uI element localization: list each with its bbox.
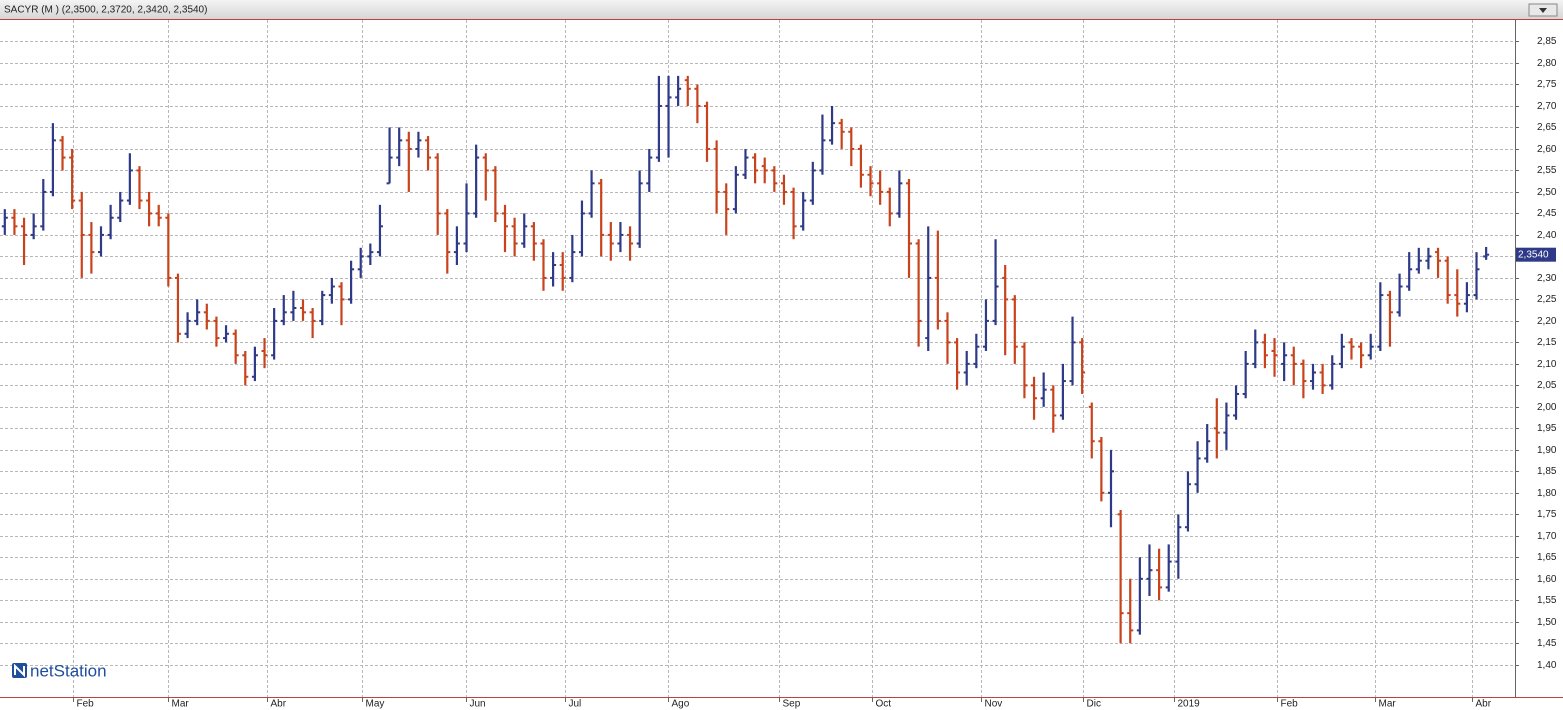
y-tick-label: 2,30: [1537, 273, 1557, 284]
y-tick-label: 2,25: [1537, 294, 1557, 305]
y-tick-label: 1,90: [1537, 445, 1557, 456]
grid: [0, 20, 1515, 697]
x-tick-label: May: [366, 699, 385, 710]
y-tick-label: 2,50: [1537, 187, 1557, 198]
x-tick-label: Mar: [1379, 699, 1397, 710]
x-tick-label: Dic: [1087, 699, 1101, 710]
x-tick-label: Sep: [783, 699, 801, 710]
y-tick-label: 2,15: [1537, 337, 1557, 348]
x-tick-label: Ago: [672, 699, 690, 710]
last-price-label: 2,3540: [1518, 249, 1549, 260]
y-tick-label: 1,50: [1537, 617, 1557, 628]
y-tick-label: 1,40: [1537, 660, 1557, 671]
y-tick-label: 1,70: [1537, 531, 1557, 542]
x-tick-label: Abr: [1476, 699, 1492, 710]
y-tick-label: 2,80: [1537, 58, 1557, 69]
y-tick-label: 2,45: [1537, 208, 1557, 219]
x-tick-label: Jun: [470, 699, 486, 710]
y-tick-label: 2,10: [1537, 359, 1557, 370]
x-tick-label: Abr: [271, 699, 287, 710]
chart-title: SACYR (M ) (2,3500, 2,3720, 2,3420, 2,35…: [4, 5, 207, 16]
y-tick-label: 1,95: [1537, 423, 1557, 434]
y-tick-label: 1,60: [1537, 574, 1557, 585]
x-tick-label: 2019: [1178, 699, 1201, 710]
button-arrow: [1539, 8, 1547, 13]
y-tick-label: 2,40: [1537, 230, 1557, 241]
y-tick-label: 2,00: [1537, 402, 1557, 413]
x-tick-label: Oct: [876, 699, 892, 710]
y-tick-label: 1,45: [1537, 638, 1557, 649]
y-tick-label: 1,75: [1537, 509, 1557, 520]
logo: netStation: [12, 661, 107, 680]
x-tick-label: Feb: [1281, 699, 1299, 710]
bars: [1, 75, 1490, 644]
y-tick-label: 2,55: [1537, 165, 1557, 176]
y-tick-label: 1,85: [1537, 466, 1557, 477]
last-price-box: [1516, 247, 1556, 262]
y-tick-label: 2,20: [1537, 316, 1557, 327]
x-tick-label: Nov: [985, 699, 1003, 710]
y-tick-label: 2,65: [1537, 122, 1557, 133]
y-tick-label: 1,55: [1537, 595, 1557, 606]
logo-glyph: [14, 663, 25, 678]
title-bar: [0, 0, 1563, 19]
logo-text: netStation: [30, 661, 107, 680]
y-tick-label: 2,60: [1537, 144, 1557, 155]
y-tick-label: 1,65: [1537, 552, 1557, 563]
x-tick-label: Mar: [172, 699, 190, 710]
y-tick-label: 2,70: [1537, 101, 1557, 112]
y-tick-label: 2,05: [1537, 380, 1557, 391]
y-tick-label: 1,80: [1537, 488, 1557, 499]
x-tick-label: Feb: [77, 699, 95, 710]
y-tick-label: 2,75: [1537, 79, 1557, 90]
y-tick-label: 2,85: [1537, 36, 1557, 47]
x-tick-label: Jul: [569, 699, 582, 710]
